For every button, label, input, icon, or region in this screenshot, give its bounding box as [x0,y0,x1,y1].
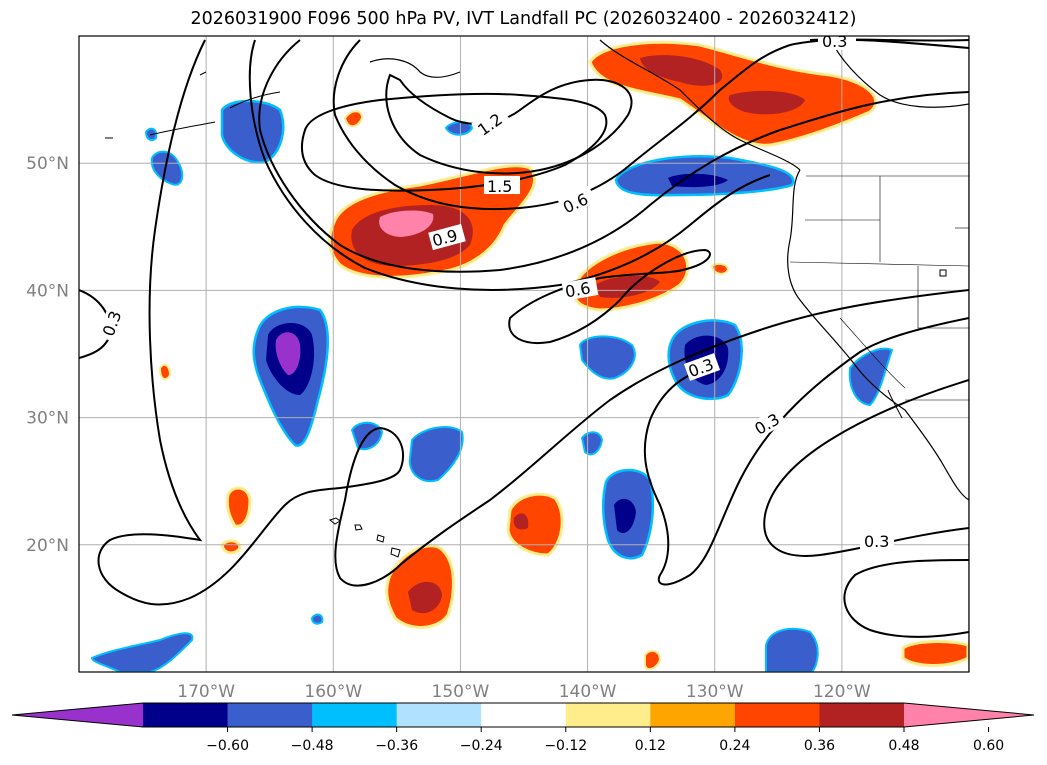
contour-labels: 0.3 1.2 1.5 0.6 0.9 0.6 0.3 0.3 0.3 0.3 [97,32,894,551]
colorbar-segment [819,703,905,727]
colorbar-segment [143,703,229,727]
colorbar-outline [11,702,1035,728]
colorbar-tick-label: 0.36 [804,738,835,754]
negative-anomaly-northeast [614,155,795,197]
axis-tick-labels: 170°W 160°W 150°W 140°W 130°W 120°W 20°N 30°N 40… [26,154,871,702]
shaded-anomalies [90,40,969,672]
colorbar-tick-label: −0.12 [544,738,587,754]
colorbar-tick-label: −0.24 [460,738,503,754]
colorbar-tick-label: 0.12 [635,738,666,754]
colorbar-tick-label: 0.24 [719,738,750,754]
contour-label: 0.3 [822,32,847,51]
colorbar-tick-label: −0.36 [375,738,418,754]
contour-label: 1.5 [487,177,512,196]
colorbar-segment [650,703,736,727]
map-plot-area: 0.3 1.2 1.5 0.6 0.9 0.6 0.3 0.3 0.3 0.3 [79,32,969,672]
colorbar-tick-label: −0.48 [291,738,334,754]
lon-tick-label: 150°W [432,682,490,702]
contour-label: 0.3 [864,532,889,551]
colorbar-segment [312,703,398,727]
lat-tick-label: 50°N [26,154,69,174]
lat-tick-label: 30°N [26,409,69,429]
colorbar-tick-label: 0.48 [888,738,919,754]
colorbar-extend-min [12,703,143,727]
colorbar-segment [565,703,651,727]
chart-title: 2026031900 F096 500 hPa PV, IVT Landfall… [190,9,857,29]
lat-tick-label: 40°N [26,281,69,301]
positive-anomaly-alaska [588,40,878,147]
negative-anomaly-aleutian [220,99,285,164]
positive-anomaly-subtropical [506,492,564,557]
colorbar-segment [481,703,567,727]
coastlines [149,36,969,672]
map-frame [78,35,970,673]
negative-anomaly-south [602,468,655,560]
colorbar-extend-max [904,703,1034,727]
lon-tick-label: 140°W [559,682,617,702]
colorbar-tick-label: 0.60 [973,738,1004,754]
colorbar-segment [396,703,482,727]
lon-tick-label: 120°W [813,682,871,702]
colorbar-segment [227,703,313,727]
political-borders [789,175,969,401]
lon-tick-label: 130°W [686,682,744,702]
lon-tick-label: 160°W [304,682,362,702]
contour-label: 0.6 [564,278,592,301]
colorbar-tick-label: −0.60 [206,738,249,754]
pv-contours [79,38,969,638]
gridlines [79,36,969,672]
colorbar: −0.60 −0.48 −0.36 −0.24 −0.12 0.12 0.24 0.36 0.4… [11,702,1035,754]
lon-tick-label: 170°W [177,682,235,702]
positive-anomaly-north-pacific [328,164,537,279]
negative-anomaly-dateline [252,305,330,447]
colorbar-segment [734,703,820,727]
lat-tick-label: 20°N [26,536,69,556]
